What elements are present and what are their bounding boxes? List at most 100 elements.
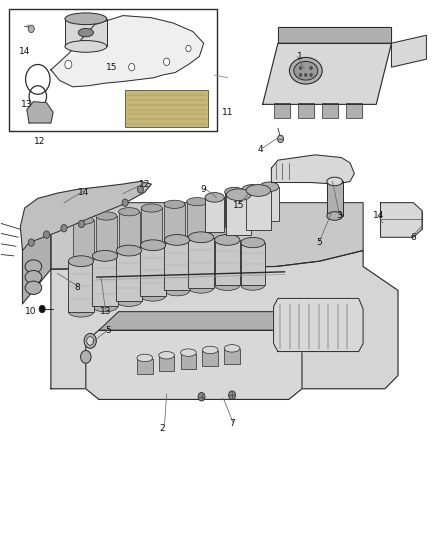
Bar: [327, 181, 343, 216]
Bar: [68, 261, 94, 312]
Polygon shape: [274, 298, 363, 352]
Text: 14: 14: [78, 188, 89, 197]
Polygon shape: [27, 102, 53, 123]
Circle shape: [186, 45, 191, 52]
Text: 3: 3: [336, 212, 342, 221]
Text: 1: 1: [297, 52, 303, 61]
Ellipse shape: [141, 290, 166, 301]
Text: 4: 4: [258, 145, 263, 154]
Text: 14: 14: [19, 47, 30, 55]
Text: 9: 9: [201, 185, 207, 194]
Circle shape: [198, 392, 205, 401]
Text: 7: 7: [229, 419, 235, 428]
Ellipse shape: [73, 216, 94, 224]
Ellipse shape: [141, 240, 166, 251]
Bar: [225, 192, 244, 227]
Circle shape: [87, 337, 94, 345]
Circle shape: [129, 63, 135, 71]
Ellipse shape: [92, 251, 118, 261]
Ellipse shape: [159, 352, 174, 359]
Polygon shape: [392, 35, 426, 67]
Ellipse shape: [65, 41, 107, 52]
Text: 13: 13: [21, 100, 33, 109]
Bar: [246, 190, 271, 230]
Ellipse shape: [188, 232, 214, 243]
Text: 15: 15: [106, 63, 118, 71]
Bar: [215, 240, 240, 285]
Bar: [188, 237, 214, 288]
Text: 2: 2: [159, 424, 165, 433]
Ellipse shape: [117, 296, 142, 306]
Ellipse shape: [290, 58, 322, 84]
Bar: [187, 201, 208, 240]
Ellipse shape: [294, 61, 318, 80]
Circle shape: [163, 58, 170, 66]
Text: 5: 5: [317, 238, 322, 247]
Polygon shape: [22, 203, 51, 304]
Circle shape: [310, 67, 312, 70]
Bar: [297, 103, 314, 118]
Circle shape: [65, 60, 72, 69]
Ellipse shape: [78, 28, 93, 37]
Circle shape: [28, 239, 34, 246]
Ellipse shape: [202, 346, 218, 354]
Ellipse shape: [25, 260, 42, 273]
Ellipse shape: [137, 354, 152, 362]
Ellipse shape: [225, 187, 244, 197]
Ellipse shape: [187, 198, 208, 206]
Bar: [202, 351, 218, 366]
Bar: [241, 243, 265, 285]
Circle shape: [278, 135, 284, 143]
Ellipse shape: [164, 235, 190, 245]
Circle shape: [78, 220, 85, 228]
Ellipse shape: [246, 184, 271, 196]
Ellipse shape: [68, 306, 94, 317]
Ellipse shape: [164, 200, 185, 208]
Ellipse shape: [327, 212, 343, 220]
Ellipse shape: [92, 301, 118, 312]
Text: 5: 5: [105, 326, 110, 335]
Ellipse shape: [68, 256, 94, 266]
Bar: [205, 197, 224, 232]
Ellipse shape: [65, 13, 107, 25]
Bar: [65, 19, 107, 46]
Text: 13: 13: [100, 307, 111, 316]
Bar: [260, 187, 279, 221]
Circle shape: [310, 74, 312, 77]
Ellipse shape: [180, 349, 196, 357]
Bar: [117, 251, 142, 301]
Text: 15: 15: [233, 201, 244, 210]
Bar: [141, 208, 162, 246]
Polygon shape: [278, 27, 392, 43]
Circle shape: [28, 25, 34, 33]
Ellipse shape: [164, 285, 190, 296]
Circle shape: [81, 351, 91, 364]
Circle shape: [39, 305, 45, 313]
Bar: [164, 204, 185, 243]
Circle shape: [299, 67, 302, 70]
Bar: [92, 256, 118, 306]
Bar: [321, 103, 338, 118]
Ellipse shape: [119, 208, 140, 216]
Bar: [274, 103, 290, 118]
Circle shape: [299, 74, 302, 77]
Bar: [159, 357, 174, 371]
Bar: [96, 216, 117, 254]
Bar: [224, 350, 240, 365]
Text: 12: 12: [34, 137, 46, 146]
Bar: [180, 354, 196, 368]
Polygon shape: [99, 312, 302, 330]
Text: 11: 11: [222, 108, 233, 117]
Bar: [210, 204, 230, 238]
Circle shape: [61, 224, 67, 232]
Circle shape: [84, 334, 96, 349]
Polygon shape: [381, 203, 422, 237]
Polygon shape: [51, 203, 363, 269]
Text: 8: 8: [74, 283, 80, 292]
Ellipse shape: [242, 184, 261, 194]
Ellipse shape: [25, 281, 42, 294]
Circle shape: [229, 391, 236, 399]
Bar: [164, 240, 190, 290]
Ellipse shape: [224, 345, 240, 352]
Bar: [226, 195, 251, 235]
